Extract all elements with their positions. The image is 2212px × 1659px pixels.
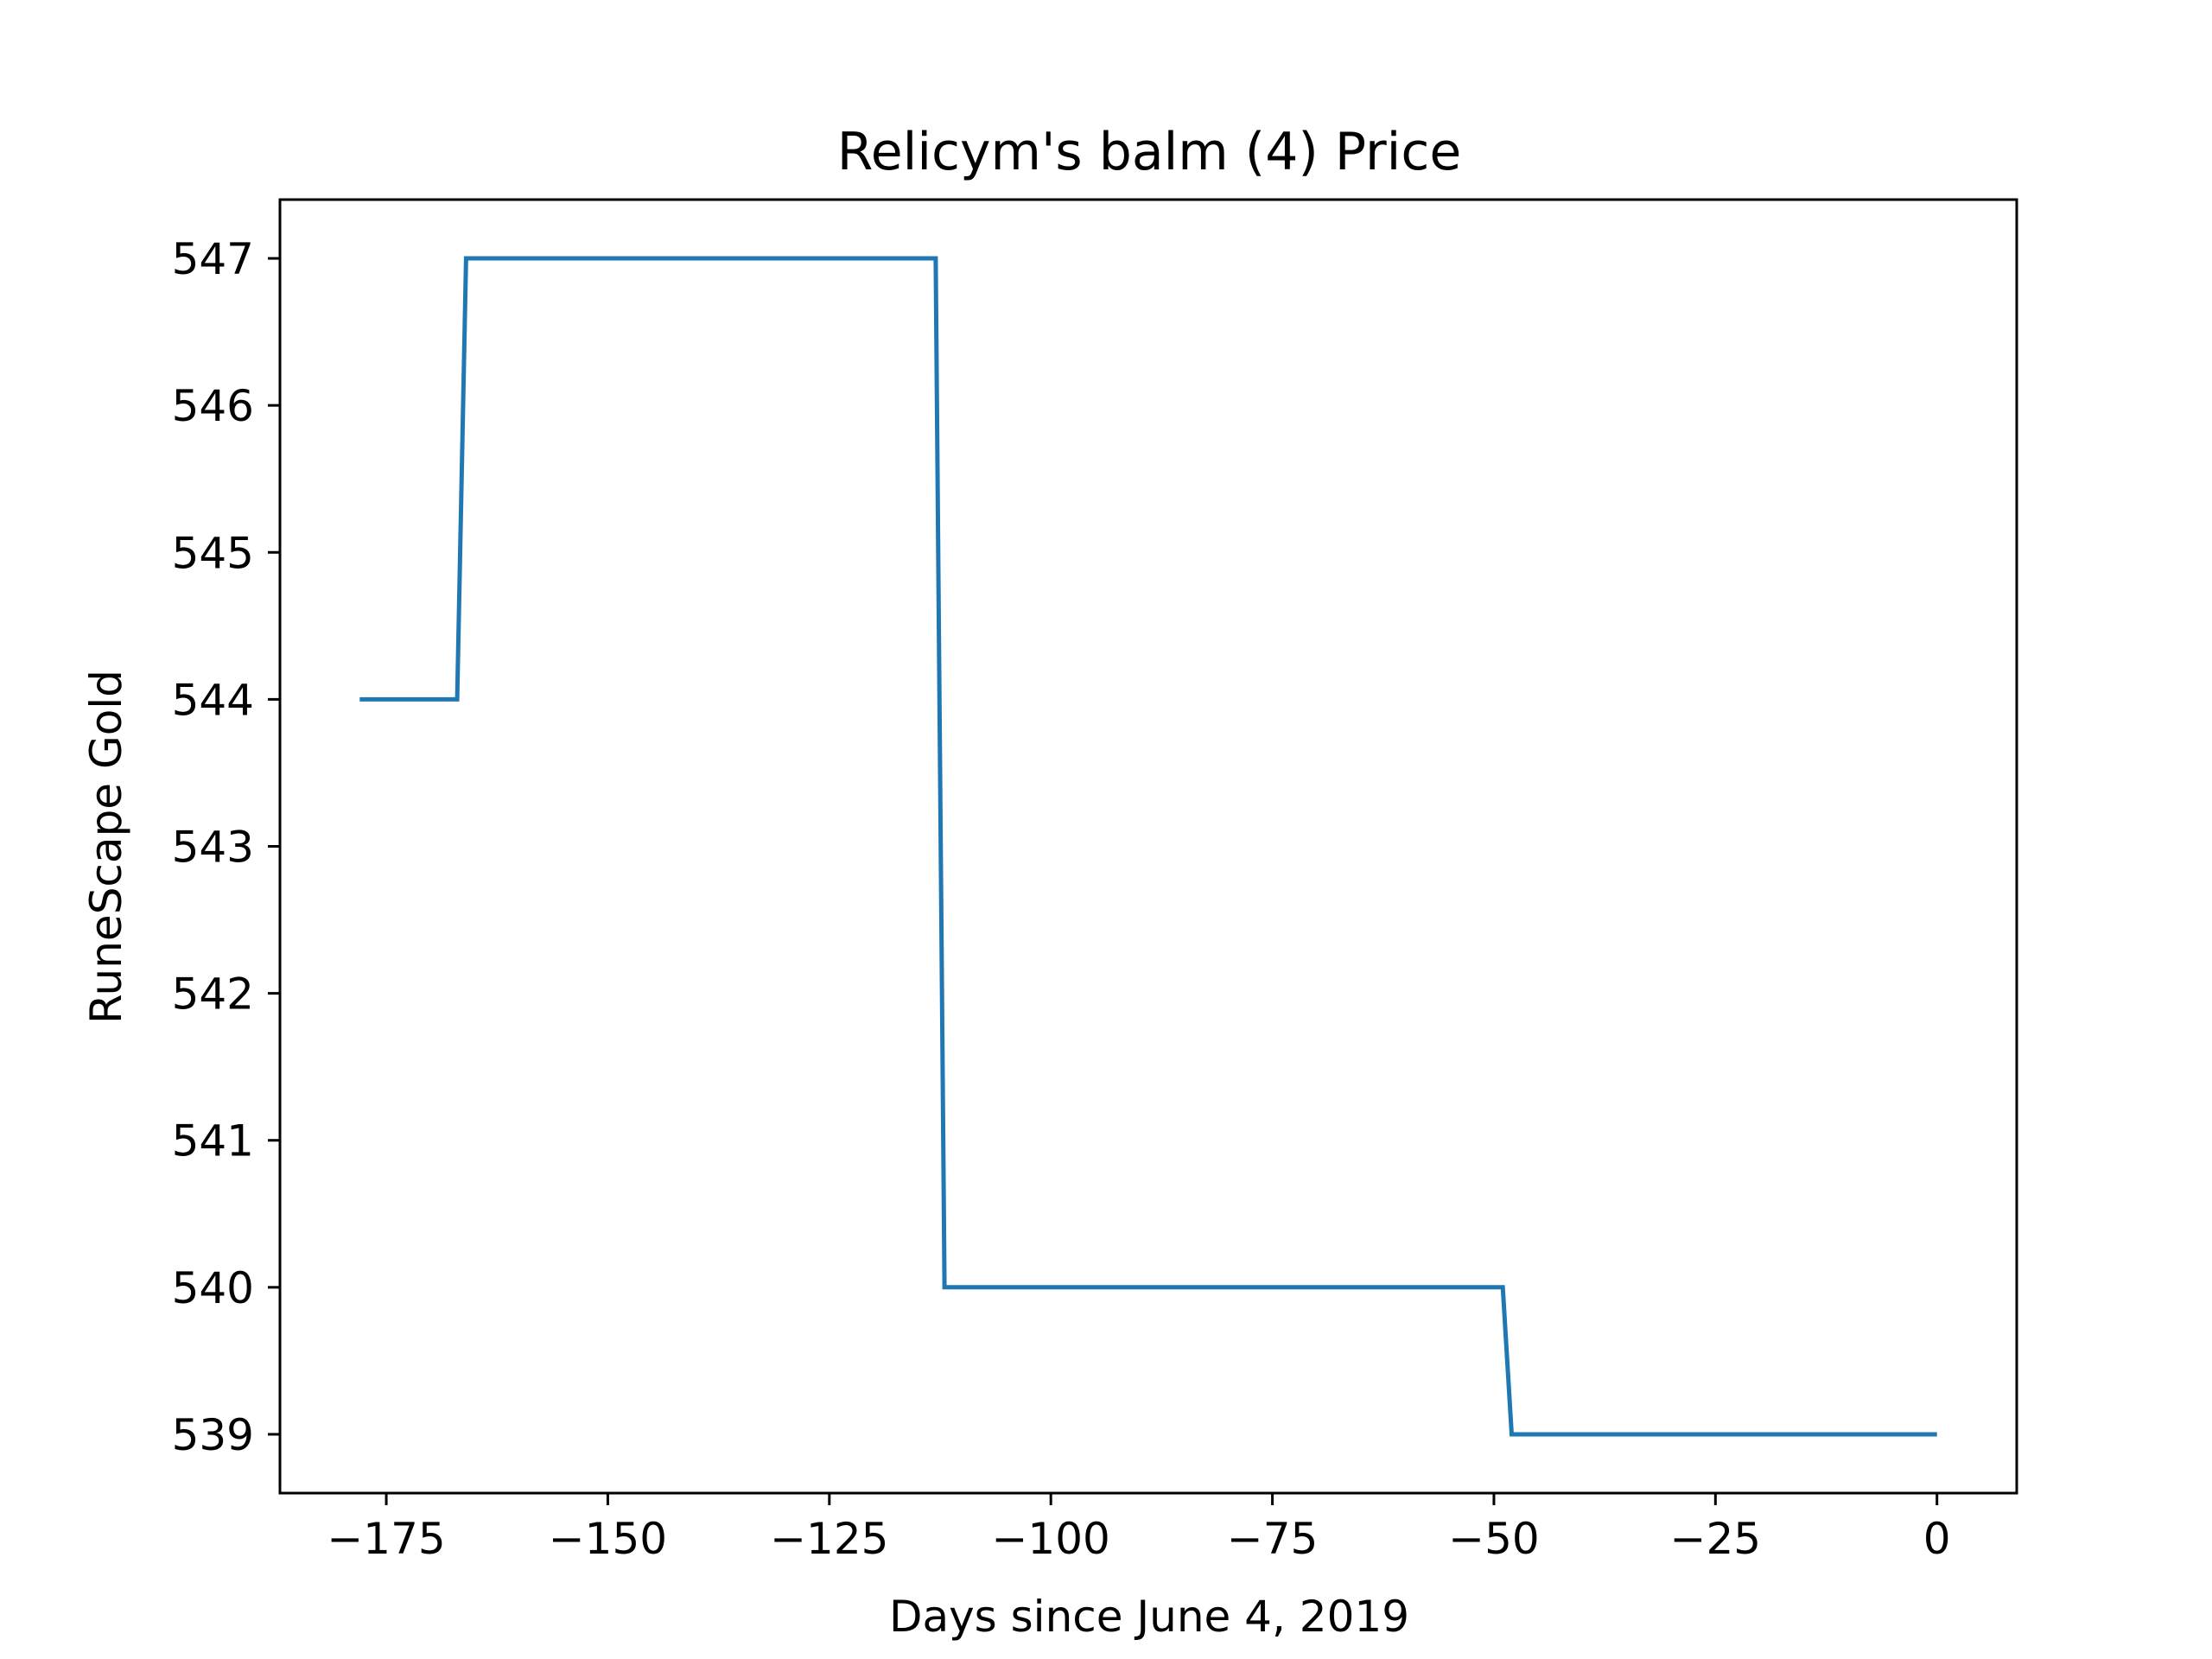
y-axis: 539 540 541 542 543 544 545 546 547 — [172, 234, 280, 1460]
x-axis-label: Days since June 4, 2019 — [889, 1592, 1409, 1642]
x-axis: −175 −150 −125 −100 −75 −50 −25 0 — [327, 1493, 1951, 1564]
x-tick-label: −25 — [1670, 1514, 1762, 1564]
series-line-0 — [359, 256, 1937, 1437]
y-tick-label: 545 — [172, 528, 254, 578]
y-tick-label: 543 — [172, 823, 254, 873]
plot-area — [359, 256, 1937, 1437]
x-tick-label: 0 — [1923, 1514, 1951, 1564]
x-tick-label: −175 — [327, 1514, 445, 1564]
x-tick-label: −150 — [549, 1514, 667, 1564]
y-tick-label: 542 — [172, 969, 254, 1020]
y-tick-label: 541 — [172, 1116, 254, 1166]
y-tick-label: 546 — [172, 381, 254, 431]
x-tick-label: −50 — [1448, 1514, 1540, 1564]
chart-title: Relicym's balm (4) Price — [837, 122, 1462, 182]
x-tick-label: −125 — [770, 1514, 888, 1564]
y-tick-label: 540 — [172, 1263, 254, 1313]
y-axis-label: RuneScape Gold — [81, 670, 131, 1024]
y-tick-label: 544 — [172, 675, 254, 725]
y-tick-label: 547 — [172, 234, 254, 284]
x-tick-label: −100 — [992, 1514, 1110, 1564]
y-tick-label: 539 — [172, 1410, 254, 1460]
x-tick-label: −75 — [1227, 1514, 1319, 1564]
